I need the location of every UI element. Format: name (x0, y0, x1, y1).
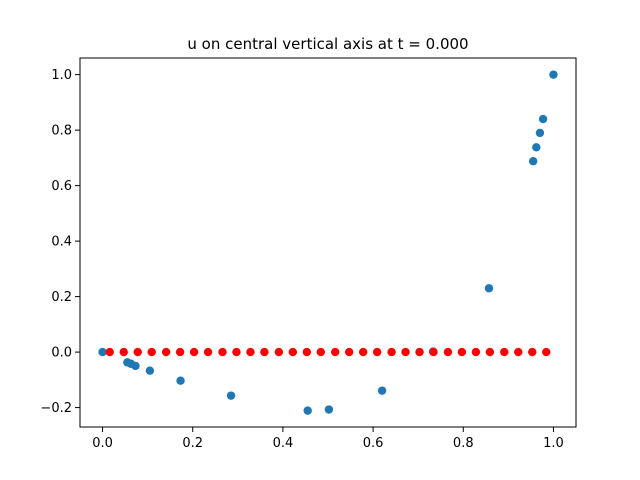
data-point (232, 347, 241, 357)
data-point (484, 284, 494, 293)
series-layer (98, 70, 558, 415)
axes-frame (79, 57, 577, 428)
y-axis-ticks: −0.2 0.0 0.2 0.4 0.6 0.8 1.0 (40, 68, 80, 416)
data-point (372, 347, 382, 357)
data-point (457, 347, 467, 357)
data-point (542, 347, 551, 357)
y-tick-label: 0.2 (51, 290, 72, 305)
data-point (145, 366, 155, 375)
data-point (528, 157, 538, 166)
data-point (189, 347, 199, 357)
y-tick-label: 0.4 (51, 235, 72, 250)
data-point (316, 347, 325, 357)
data-point (532, 143, 541, 152)
series-1 (105, 347, 551, 357)
data-point (133, 347, 142, 357)
data-point (131, 361, 140, 371)
data-point (485, 347, 495, 357)
data-point (246, 347, 255, 357)
x-tick-label: 0.0 (92, 436, 113, 451)
x-tick-label: 0.8 (453, 436, 474, 451)
data-point (538, 114, 548, 124)
y-tick-label: 0.8 (51, 124, 72, 139)
y-tick-label: 0.0 (51, 346, 72, 361)
data-point (549, 70, 558, 79)
y-tick-label: −0.2 (40, 401, 72, 416)
y-tick-label: 1.0 (51, 68, 72, 83)
data-point (302, 347, 312, 357)
data-point (500, 347, 509, 357)
plot-area: 0.0 0.2 0.4 0.6 0.8 1.0 −0.2 0.0 0.2 0.4 0.6 0.8 1.… (40, 57, 577, 451)
data-point (119, 347, 128, 357)
data-point (105, 347, 114, 357)
y-tick-label: 0.6 (51, 179, 72, 194)
series-0 (98, 70, 558, 415)
data-point (226, 391, 236, 400)
data-point (98, 347, 107, 357)
x-tick-label: 1.0 (543, 436, 564, 451)
data-point (288, 347, 298, 357)
x-tick-label: 0.6 (363, 436, 384, 451)
data-point (514, 347, 523, 357)
data-point (175, 347, 185, 357)
data-point (331, 347, 340, 357)
data-point (203, 347, 213, 357)
data-point (528, 347, 537, 357)
data-point (387, 347, 396, 357)
data-point (535, 128, 545, 138)
data-point (443, 347, 453, 357)
x-tick-label: 0.4 (273, 436, 294, 451)
data-point (344, 347, 354, 357)
x-axis-ticks: 0.0 0.2 0.4 0.6 0.8 1.0 (92, 427, 564, 451)
x-tick-label: 0.2 (182, 436, 203, 451)
data-point (161, 347, 171, 357)
chart-title: u on central vertical axis at t = 0.000 (187, 35, 468, 53)
data-point (401, 347, 410, 357)
data-point (218, 347, 227, 357)
data-point (429, 347, 438, 357)
data-point (176, 376, 185, 385)
data-point (471, 347, 481, 357)
data-point (260, 347, 269, 357)
data-point (303, 406, 312, 415)
data-point (415, 347, 424, 357)
data-point (358, 347, 368, 357)
data-point (274, 347, 284, 357)
data-point (377, 386, 387, 395)
data-point (147, 347, 156, 357)
data-point (324, 405, 334, 414)
